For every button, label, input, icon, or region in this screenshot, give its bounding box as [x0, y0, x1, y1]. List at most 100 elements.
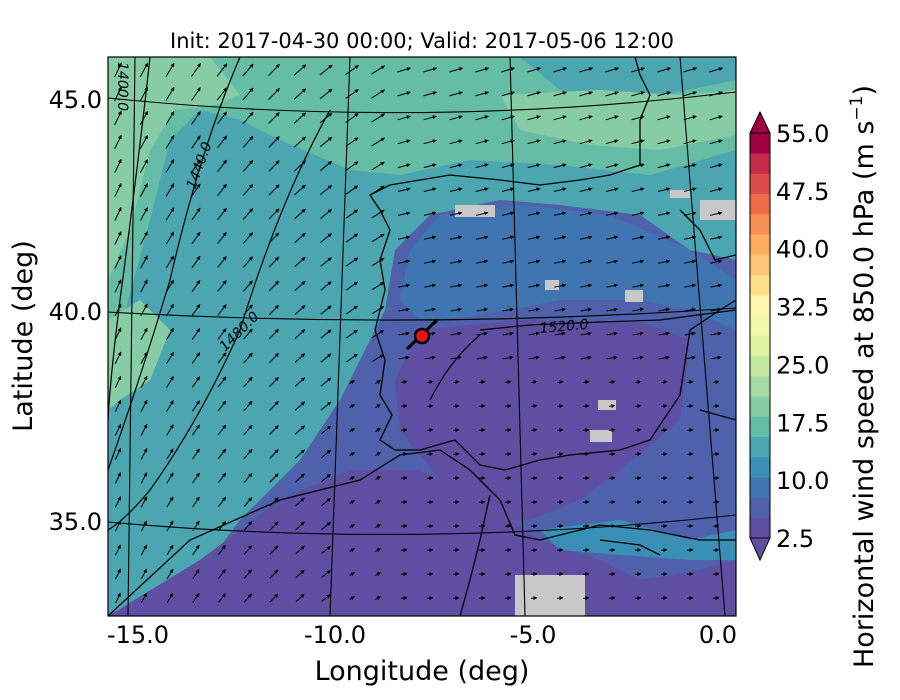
location-marker	[405, 318, 439, 351]
wind-arrow	[478, 404, 486, 409]
colorbar-band	[750, 153, 770, 174]
wind-arrow	[114, 207, 122, 221]
wind-arrow	[191, 279, 201, 292]
wind-arrow	[632, 307, 644, 312]
graticule	[108, 57, 736, 616]
colorbar-tick-label: 25.0	[776, 351, 829, 379]
wind-arrow	[400, 500, 408, 505]
wind-arrow	[712, 380, 720, 385]
wind-arrow	[346, 353, 358, 363]
wind-arrow	[608, 500, 616, 505]
wind-arrow	[345, 161, 359, 171]
x-tick-label: -5.0	[510, 621, 557, 649]
wind-arrow	[426, 428, 434, 433]
wind-arrow	[501, 211, 515, 216]
wind-arrow	[242, 87, 254, 101]
wind-arrow	[606, 307, 618, 312]
wind-arrow	[243, 545, 253, 555]
wind-arrow	[243, 593, 253, 603]
wind-arrow	[165, 111, 175, 125]
colorbar-band	[750, 355, 770, 377]
colorbar-label-exponent: −1	[847, 96, 867, 121]
wind-arrow	[475, 187, 489, 192]
wind-arrow	[268, 304, 280, 316]
wind-arrow	[504, 500, 512, 505]
wind-arrow	[709, 67, 723, 73]
wind-arrow	[501, 187, 515, 192]
wind-arrow	[658, 331, 670, 336]
wind-arrow	[632, 331, 644, 336]
wind-arrow	[191, 328, 201, 340]
contour-label-1400: 1400.0	[114, 62, 130, 111]
colorbar-band	[750, 274, 770, 296]
wind-arrow	[423, 235, 437, 240]
wind-arrow	[319, 136, 333, 148]
wind-arrow	[398, 307, 410, 312]
wind-arrow	[527, 163, 541, 169]
wind-arrow	[269, 569, 279, 579]
wind-arrow	[556, 476, 564, 481]
wind-arrow	[582, 428, 590, 433]
wind-arrow	[553, 67, 567, 73]
wind-arrow	[345, 64, 359, 76]
wind-arrow	[657, 211, 671, 216]
colorbar-band	[750, 416, 770, 438]
wind-arrow	[712, 500, 720, 505]
wind-arrow	[345, 89, 359, 99]
wind-arrow	[580, 331, 592, 336]
wind-arrow	[657, 115, 671, 121]
wind-arrow	[269, 352, 279, 364]
wind-arrow	[683, 211, 697, 216]
wind-arrow	[423, 67, 437, 73]
wind-arrow	[321, 546, 331, 554]
wind-arrow	[580, 283, 593, 288]
wind-arrow	[345, 137, 359, 147]
wind-arrow	[684, 307, 696, 312]
wind-arrow	[634, 428, 642, 433]
wind-arrow	[140, 592, 148, 604]
colorbar-label-main: Horizontal wind speed at 850.0 hPa (m s	[849, 121, 880, 668]
wind-arrow	[166, 327, 174, 341]
wind-arrow	[478, 380, 486, 385]
geopotential-contours	[108, 57, 736, 531]
wind-arrow	[114, 62, 122, 78]
wind-arrow	[631, 115, 645, 121]
wind-arrow	[166, 472, 174, 484]
wind-arrow	[294, 136, 306, 148]
wind-arrow	[294, 401, 306, 411]
wind-arrow	[527, 67, 541, 73]
wind-arrow	[375, 499, 381, 505]
colorbar-band	[750, 173, 770, 195]
wind-arrow	[632, 283, 645, 288]
y-tick-label: 45.0	[49, 86, 102, 114]
wind-arrow	[426, 380, 434, 385]
wind-arrow	[528, 355, 540, 360]
wind-arrow	[115, 520, 121, 532]
wind-arrow	[683, 115, 697, 121]
wind-arrow	[114, 351, 122, 365]
wind-arrow	[375, 595, 381, 601]
wind-arrow	[192, 472, 200, 484]
wind-arrow	[166, 351, 174, 364]
wind-arrow	[294, 160, 306, 172]
wind-arrow	[349, 499, 355, 505]
wind-arrow	[423, 163, 437, 169]
wind-arrow	[139, 86, 149, 102]
wind-arrow	[582, 476, 590, 481]
wind-arrow	[452, 476, 460, 481]
wind-arrow	[710, 259, 723, 264]
wind-arrow	[375, 547, 381, 553]
colorbar-tick-label: 32.5	[776, 294, 829, 322]
wind-arrow	[530, 476, 538, 481]
wind-arrow	[452, 380, 460, 385]
colorbar-label: Horizontal wind speed at 850.0 hPa (m s−…	[847, 85, 880, 668]
wind-arrow	[632, 259, 645, 264]
wind-arrow	[556, 404, 564, 409]
wind-arrow	[115, 544, 121, 556]
wind-arrow	[528, 283, 541, 288]
wind-arrow	[398, 283, 411, 288]
wind-arrow	[424, 355, 436, 360]
wind-arrow	[243, 569, 253, 579]
wind-arrow	[424, 283, 437, 288]
wind-arrow	[269, 497, 279, 507]
